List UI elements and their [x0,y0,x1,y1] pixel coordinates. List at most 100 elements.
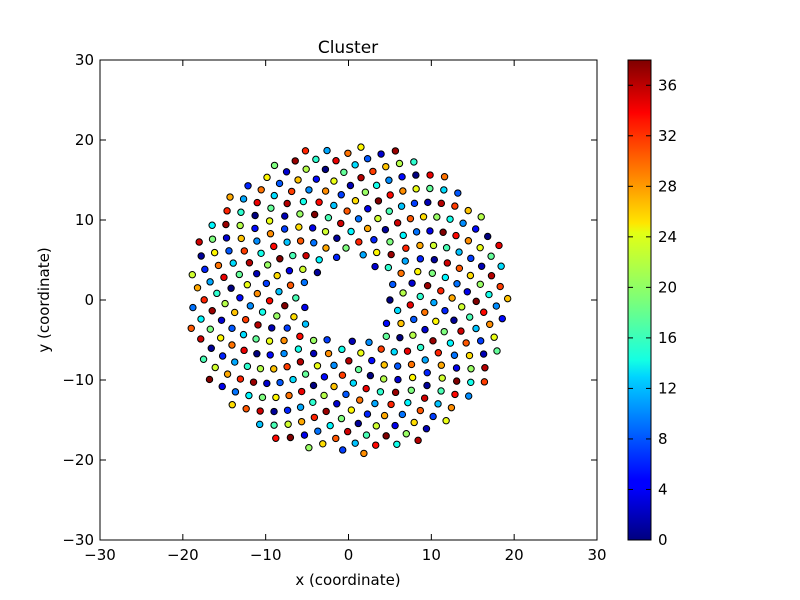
colorbar-tick-label: 12 [658,379,677,397]
scatter-point [273,312,281,320]
scatter-point [351,439,359,447]
scatter-point [354,215,363,223]
scatter-point [362,384,370,393]
scatter-point [428,269,437,277]
colorbar-tick-label: 4 [658,480,668,498]
scatter-point [437,287,445,295]
scatter-point [222,234,231,242]
scatter-point [496,282,504,291]
scatter-point [448,294,456,302]
scatter-point [374,214,382,223]
scatter-point [439,228,447,236]
scatter-point [275,287,283,296]
scatter-point [465,351,474,360]
scatter-point [208,235,217,243]
scatter-point [253,237,261,245]
scatter-point [262,279,271,288]
scatter-point [199,355,208,363]
scatter-point [441,273,450,282]
scatter-point [434,349,443,357]
scatter-point [322,244,330,252]
scatter-point [256,364,265,373]
scatter-point [330,361,338,370]
scatter-point [273,271,281,280]
scatter-point [347,227,355,236]
scatter-point [315,198,323,206]
scatter-point [485,290,493,299]
scatter-point [281,212,289,220]
scatter-point [270,365,278,373]
colorbar-tick-label: 32 [658,127,677,145]
scatter-point [207,344,215,352]
scatter-point [301,370,310,378]
scatter-point [242,405,250,413]
scatter-point [442,244,451,252]
scatter-point [245,391,253,400]
scatter-point [357,349,365,357]
scatter-point [244,182,252,190]
y-tick-label: 10 [75,211,94,229]
scatter-point [386,191,394,199]
scatter-point [321,227,330,236]
scatter-point [211,363,219,372]
scatter-point [432,317,440,326]
scatter-point [395,159,404,168]
scatter-point [374,197,383,205]
scatter-point [309,381,318,390]
scatter-point [362,431,371,439]
scatter-point [193,284,202,292]
scatter-point [240,247,249,255]
scatter-point [226,193,234,201]
scatter-point [437,199,446,208]
scatter-point [253,198,261,207]
scatter-point [225,247,233,255]
scatter-point [414,267,422,276]
scatter-point [393,306,402,315]
scatter-point [410,158,418,166]
scatter-point [213,289,221,298]
scatter-point [237,208,245,216]
scatter-point [391,147,400,155]
scatter-point [391,421,399,430]
scatter-point [280,336,288,345]
scatter-point [398,173,406,181]
scatter-point [208,221,216,229]
scatter-point [296,237,305,245]
scatter-point [349,379,358,387]
scatter-point [285,267,294,275]
scatter-point [339,446,347,454]
scatter-point [381,225,390,234]
scatter-point [323,146,331,155]
scatter-point [384,263,393,272]
scatter-point [430,255,439,264]
scatter-point [372,441,380,449]
scatter-point [430,298,438,307]
scatter-point [464,392,473,400]
scatter-point [332,434,340,443]
scatter-point [429,412,437,421]
scatter-point [230,308,239,317]
scatter-point [330,201,338,210]
scatter-point [457,327,465,335]
scatter-point [266,230,275,238]
scatter-point [214,261,223,270]
scatter-point [283,238,291,246]
scatter-point [441,306,449,315]
scatter-point [272,434,280,442]
y-tick-label: −20 [62,451,94,469]
scatter-point [422,425,431,433]
scatter-point [231,358,239,366]
x-tick-label: 30 [587,546,606,564]
scatter-point [382,432,390,440]
scatter-point [343,207,351,215]
scatter-point [382,319,391,328]
scatter-point [462,339,470,347]
scatter-point [251,211,259,220]
scatter-point [426,227,434,235]
colorbar-tick-label: 0 [658,531,668,549]
scatter-point [394,375,402,384]
scatter-point [216,334,225,342]
scatter-point [254,321,262,329]
scatter-point [266,351,274,359]
scatter-point [263,261,272,269]
